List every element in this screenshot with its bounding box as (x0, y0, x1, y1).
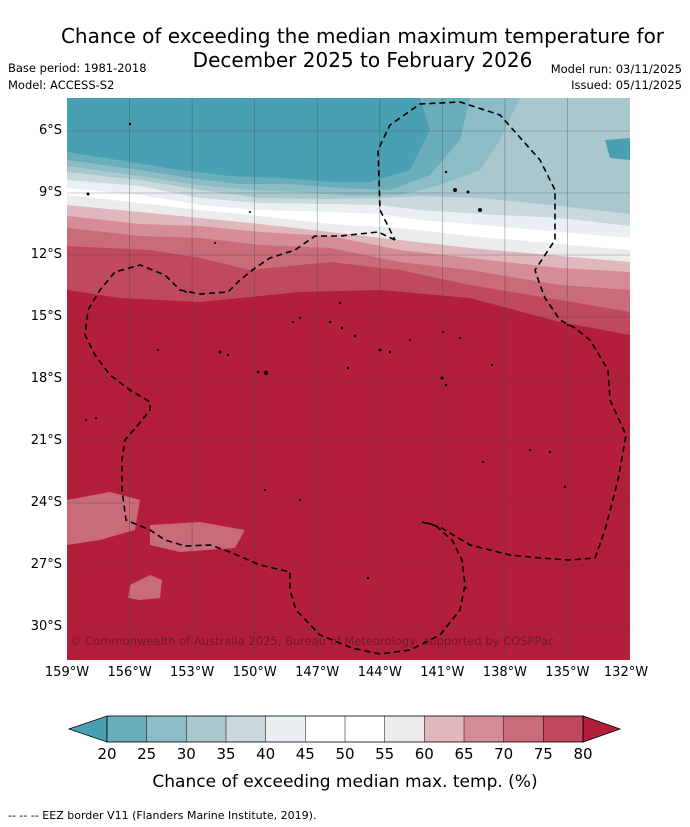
copyright-notice: © Commonwealth of Australia 2025, Bureau… (70, 634, 555, 648)
lat-label-9s: 9°S (38, 185, 62, 200)
colorbar-max-extend (582, 715, 622, 743)
colorbar-tick-35: 35 (216, 745, 236, 763)
lat-label-6s: 6°S (38, 123, 62, 138)
lon-label-159w: 159°W (44, 665, 90, 680)
colorbar-tick-80: 80 (573, 745, 593, 763)
lon-label-150w: 150°W (232, 665, 277, 680)
patch-70-75-south (128, 575, 162, 600)
colorbar-segment-40-45 (265, 716, 306, 742)
lon-label-147w: 147°W (295, 665, 340, 680)
region-below-20 (67, 98, 430, 182)
colorbar (67, 715, 622, 743)
title-line-2: December 2025 to February 2026 (192, 48, 533, 72)
eez-border-main (84, 231, 466, 655)
colorbar-segment-20-25 (107, 716, 147, 742)
lat-label-18s: 18°S (30, 371, 62, 386)
lat-label-27s: 27°S (30, 557, 62, 572)
colorbar-segment-70-75 (503, 716, 544, 742)
patch-70-75-west (67, 492, 140, 545)
colorbar-tick-30: 30 (176, 745, 196, 763)
colorbar-segment-60-65 (424, 716, 464, 742)
eez-border-east (377, 101, 627, 561)
lon-label-156w: 156°W (107, 665, 152, 680)
islands (85, 122, 569, 589)
colorbar-tick-50: 50 (335, 745, 355, 763)
lon-label-138w: 138°W (482, 665, 527, 680)
colorbar-min-extend (67, 715, 108, 743)
colorbar-tick-20: 20 (97, 745, 117, 763)
lon-label-132w: 132°W (603, 665, 649, 680)
lat-label-30s: 30°S (30, 619, 62, 634)
colorbar-segment-30-35 (186, 716, 226, 742)
colorbar-tick-60: 60 (414, 745, 434, 763)
colorbar-tick-45: 45 (295, 745, 315, 763)
lat-label-15s: 15°S (30, 309, 62, 324)
issued-date: Issued: 05/11/2025 (571, 78, 682, 92)
model-name: Model: ACCESS-S2 (8, 78, 115, 92)
colorbar-segment-55-60 (384, 716, 425, 742)
colorbar-tick-70: 70 (494, 745, 514, 763)
colorbar-tick-75: 75 (533, 745, 553, 763)
colorbar-segment-75-80 (543, 716, 583, 742)
patch-70-75-central (150, 522, 245, 552)
colorbar-segment-25-30 (146, 716, 187, 742)
eez-borders (84, 101, 627, 655)
colorbar-tick-25: 25 (137, 745, 157, 763)
lon-label-144w: 144°W (357, 665, 402, 680)
lon-label-141w: 141°W (420, 665, 465, 680)
model-run: Model run: 03/11/2025 (550, 62, 682, 76)
title-line-1: Chance of exceeding the median maximum t… (60, 24, 665, 48)
lat-label-21s: 21°S (30, 433, 62, 448)
colorbar-segment-35-40 (226, 716, 266, 742)
colorbar-segment-65-70 (464, 716, 504, 742)
colorbar-dividers (146, 716, 544, 742)
lat-label-12s: 12°S (30, 247, 62, 262)
probability-map (67, 98, 630, 660)
eez-footnote: -- -- -- EEZ border V11 (Flanders Marine… (8, 809, 317, 822)
colorbar-tick-55: 55 (375, 745, 395, 763)
lat-label-24s: 24°S (30, 495, 62, 510)
lon-label-135w: 135°W (545, 665, 590, 680)
colorbar-tick-40: 40 (256, 745, 276, 763)
colorbar-tick-65: 65 (454, 745, 474, 763)
lon-label-153w: 153°W (170, 665, 215, 680)
colorbar-title: Chance of exceeding median max. temp. (%… (152, 772, 538, 792)
base-period: Base period: 1981-2018 (8, 61, 147, 75)
map-title: Chance of exceeding the median maximum t… (40, 24, 685, 72)
patch-below-20-east (605, 138, 630, 160)
